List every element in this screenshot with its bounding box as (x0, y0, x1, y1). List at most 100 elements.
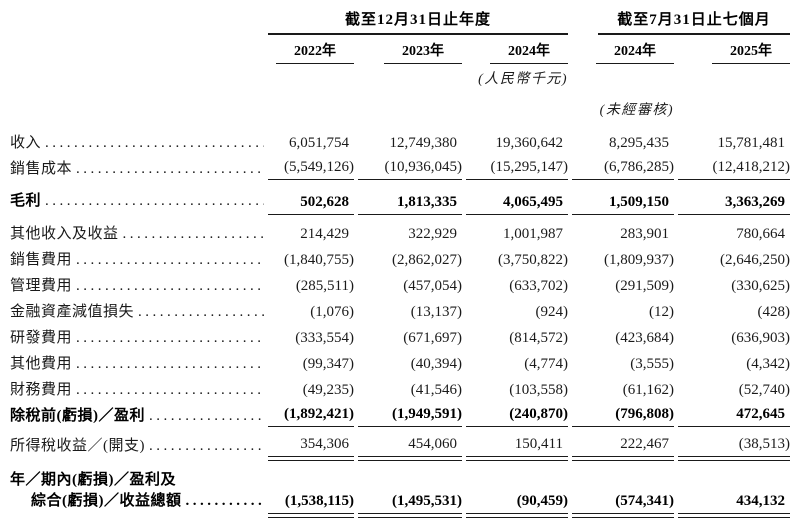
cell-value: (1,495,531) (358, 490, 462, 518)
year-header-2023: 2023年 (358, 40, 462, 64)
row-label: 毛利......................................… (10, 193, 264, 209)
cell-value: (814,572) (509, 329, 568, 346)
table-header: 截至12月31日止年度 截至7月31日止七個月 2022年 2023年 2024… (10, 6, 790, 120)
cell-value: (103,558) (509, 381, 568, 398)
cell-value: 19,360,642 (495, 134, 564, 151)
table-row-selling-expenses: 銷售費用....................................… (10, 245, 790, 271)
cell-value: (1,892,421) (268, 403, 354, 427)
cell-value: 12,749,380 (389, 134, 458, 151)
cell-value: 8,295,435 (609, 134, 669, 151)
dot-leader: ........................................… (45, 134, 264, 151)
period-group-row: 截至12月31日止年度 截至7月31日止七個月 (10, 6, 790, 35)
table-row-impairment-losses-financial-assets: 金融資產減值損失................................… (10, 297, 790, 323)
period-group-interim-label: 截至7月31日止七個月 (598, 8, 790, 35)
cell-value: (52,740) (738, 381, 790, 398)
currency-note: (人民幣千元) (478, 72, 568, 87)
cell-value: 780,664 (736, 225, 785, 242)
cell-value: 454,060 (358, 433, 462, 461)
cell-value: (15,295,147) (466, 156, 568, 180)
cell-value: (240,870) (466, 403, 568, 427)
cell-value: 283,901 (620, 225, 669, 242)
cell-value: (3,750,822) (498, 251, 568, 268)
row-label: 除稅前(虧損)／盈利..............................… (10, 401, 264, 427)
cell-value: (6,786,285) (572, 156, 674, 180)
cell-value: (12) (649, 303, 674, 320)
period-group-annual: 截至12月31日止年度 (268, 6, 568, 35)
dot-leader: ........................................… (45, 193, 264, 209)
cell-value: (1,809,937) (604, 251, 674, 268)
cell-value: (41,546) (410, 381, 462, 398)
cell-value: 1,001,987 (503, 225, 563, 242)
dot-leader: ........................................… (76, 277, 264, 294)
table-row-administrative-expenses: 管理費用....................................… (10, 271, 790, 297)
cell-value: 354,306 (268, 433, 354, 461)
year-header-2024-interim: 2024年 (572, 40, 674, 64)
cell-value: 222,467 (572, 433, 674, 461)
cell-value: (291,509) (615, 277, 674, 294)
cell-value: (2,862,027) (392, 251, 462, 268)
table-row-revenue: 收入......................................… (10, 128, 790, 154)
unaudited-note: (未經審核) (599, 103, 674, 118)
cell-value: (924) (535, 303, 569, 320)
row-label: 年／期內(虧損)／盈利及綜合(虧損)／收益總額.................… (10, 467, 264, 514)
dot-leader: ........................................… (149, 437, 264, 454)
currency-note-row: (人民幣千元) (10, 66, 790, 89)
cell-value: (40,394) (410, 355, 462, 372)
cell-value: (4,342) (746, 355, 790, 372)
cell-value: (10,936,045) (358, 156, 462, 180)
dot-leader: ........................................… (76, 251, 264, 268)
cell-value: (671,697) (403, 329, 462, 346)
cell-value: (428) (757, 303, 791, 320)
cell-value: (285,511) (295, 277, 354, 294)
table-row-income-tax-credit-expense: 所得稅收益／(開支)..............................… (10, 431, 790, 461)
period-group-interim: 截至7月31日止七個月 (572, 6, 790, 35)
cell-value: (38,513) (678, 433, 790, 461)
row-label: 收入......................................… (10, 134, 264, 151)
cell-value: (90,459) (466, 490, 568, 518)
cell-value: 322,929 (408, 225, 457, 242)
cell-value: 1,813,335 (358, 189, 462, 215)
unaudited-note-row: (未經審核) (10, 91, 790, 120)
table-row-other-income-and-gains: 其他收入及收益.................................… (10, 219, 790, 245)
cell-value: 434,132 (678, 490, 790, 518)
cell-value: 502,628 (268, 189, 354, 215)
year-header-row: 2022年 2023年 2024年 2024年 2025年 (10, 40, 790, 64)
cell-value: (61,162) (622, 381, 674, 398)
cell-value: 3,363,269 (678, 189, 790, 215)
cell-value: (333,554) (295, 329, 354, 346)
cell-value: (3,555) (630, 355, 674, 372)
cell-value: 6,051,754 (289, 134, 349, 151)
cell-value: (49,235) (302, 381, 354, 398)
row-label: 其他費用....................................… (10, 355, 264, 372)
cell-value: (796,808) (572, 403, 674, 427)
cell-value: 214,429 (300, 225, 349, 242)
row-label: 研發費用....................................… (10, 329, 264, 346)
dot-leader: ........................................… (76, 381, 264, 398)
cell-value: (12,418,212) (678, 156, 790, 180)
cell-value: (633,702) (509, 277, 568, 294)
period-group-annual-label: 截至12月31日止年度 (268, 8, 568, 35)
cell-value: (5,549,126) (268, 156, 354, 180)
cell-value: (423,684) (615, 329, 674, 346)
cell-value: 15,781,481 (717, 134, 786, 151)
financial-summary-table: 截至12月31日止年度 截至7月31日止七個月 2022年 2023年 2024… (10, 6, 790, 518)
cell-value: (1,076) (310, 303, 354, 320)
cell-value: (330,625) (731, 277, 790, 294)
dot-leader: ........................................… (76, 160, 264, 177)
dot-leader: ........................................… (149, 407, 264, 424)
cell-value: (1,538,115) (268, 490, 354, 518)
row-label: 所得稅收益／(開支)..............................… (10, 431, 264, 457)
year-header-2024: 2024年 (466, 40, 568, 64)
row-label: 財務費用....................................… (10, 381, 264, 398)
table-body: 收入......................................… (10, 128, 790, 518)
row-label: 其他收入及收益.................................… (10, 219, 264, 245)
dot-leader: ........................................… (76, 355, 264, 372)
cell-value: 472,645 (678, 403, 790, 427)
cell-value: (13,137) (410, 303, 462, 320)
year-header-2022: 2022年 (268, 40, 354, 64)
table-row-loss-profit-before-tax: 除稅前(虧損)／盈利..............................… (10, 401, 790, 427)
dot-leader: ........................................… (122, 225, 264, 242)
cell-value: (2,646,250) (720, 251, 790, 268)
cell-value: (636,903) (731, 329, 790, 346)
cell-value: (574,341) (572, 490, 674, 518)
